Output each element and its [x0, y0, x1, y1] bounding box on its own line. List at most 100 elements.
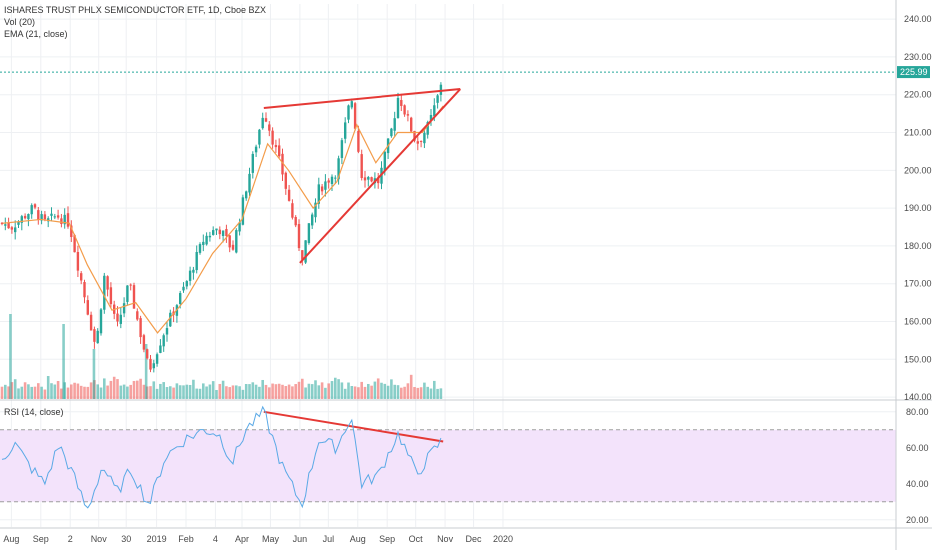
- candle-body: [129, 284, 132, 286]
- volume-bar: [89, 382, 93, 399]
- candle-body: [83, 282, 86, 298]
- volume-bar: [284, 386, 288, 399]
- volume-bar: [4, 384, 7, 399]
- candle-body: [93, 329, 96, 342]
- price-tick-label: 160.00: [904, 317, 932, 327]
- candle-body: [215, 228, 218, 231]
- volume-bar: [429, 388, 433, 399]
- volume-bar: [17, 388, 20, 399]
- candle-body: [14, 227, 17, 233]
- candle-body: [10, 227, 14, 230]
- volume-bar: [195, 388, 198, 399]
- rsi-legend[interactable]: RSI (14, close): [4, 407, 64, 417]
- candle-body: [142, 335, 146, 350]
- volume-bar: [353, 386, 357, 399]
- volume-bar: [221, 380, 225, 399]
- rsi-tick-label: 40.00: [906, 479, 929, 489]
- candle-body: [245, 191, 248, 199]
- candle-body: [251, 153, 254, 173]
- volume-bar: [310, 384, 314, 399]
- volume-bar: [30, 386, 33, 399]
- volume-bar: [291, 386, 294, 399]
- candle-body: [423, 132, 426, 144]
- volume-bar: [406, 383, 410, 399]
- candle-body: [307, 223, 311, 244]
- volume-bar: [383, 383, 387, 399]
- candle-body: [426, 122, 429, 135]
- volume-bar: [393, 384, 396, 399]
- volume-bar: [241, 389, 245, 399]
- volume-bar: [370, 385, 373, 399]
- price-tick-label: 240.00: [904, 14, 932, 24]
- candle-body: [419, 140, 423, 142]
- price-tick-label: 150.00: [904, 354, 932, 364]
- candle-body: [436, 95, 439, 103]
- ema-legend[interactable]: EMA (21, close): [4, 29, 68, 39]
- candle-body: [198, 244, 202, 253]
- price-tick-label: 140.00: [904, 392, 932, 402]
- candle-body: [314, 202, 317, 218]
- candle-body: [350, 101, 353, 108]
- candle-body: [208, 235, 212, 238]
- candle-body: [284, 172, 287, 189]
- candle-body: [317, 184, 320, 204]
- volume-bar: [7, 386, 10, 399]
- candle-body: [60, 218, 63, 224]
- candle-body: [4, 224, 7, 226]
- candle-body: [327, 180, 330, 183]
- volume-bar: [103, 378, 106, 399]
- volume-bar: [56, 380, 60, 399]
- candle-body: [0, 222, 4, 224]
- volume-legend[interactable]: Vol (20): [4, 17, 36, 27]
- candle-body: [357, 130, 360, 152]
- candle-body: [261, 117, 264, 129]
- price-tick-label: 220.00: [904, 90, 932, 100]
- volume-bar: [40, 386, 43, 399]
- volume-bar: [60, 388, 63, 399]
- candle-body: [103, 275, 106, 310]
- candle-body: [416, 141, 419, 144]
- candle-body: [40, 214, 43, 221]
- volume-bar: [119, 385, 123, 399]
- volume-bar: [76, 383, 80, 399]
- volume-bar: [297, 381, 301, 399]
- volume-bar: [136, 380, 139, 399]
- volume-bar: [337, 379, 340, 399]
- candle-body: [70, 225, 73, 238]
- candle-body: [63, 214, 66, 225]
- volume-bar: [419, 387, 423, 399]
- volume-bar: [20, 386, 24, 399]
- candle-body: [116, 313, 119, 322]
- volume-bar: [426, 386, 429, 399]
- volume-bar: [185, 384, 189, 399]
- candle-body: [347, 105, 350, 120]
- candle-body: [122, 303, 126, 314]
- volume-bar: [231, 385, 235, 399]
- time-tick-label: Oct: [409, 534, 424, 544]
- volume-bar: [162, 382, 165, 399]
- volume-bar: [386, 385, 390, 399]
- volume-bar: [23, 382, 27, 399]
- candle-body: [248, 173, 251, 193]
- volume-bar: [343, 388, 347, 399]
- candle-body: [231, 244, 235, 250]
- volume-bar: [261, 379, 264, 399]
- volume-bar: [347, 382, 350, 399]
- candle-body: [353, 103, 357, 129]
- volume-bar: [413, 387, 416, 399]
- candle-body: [50, 213, 53, 216]
- candle-body: [337, 158, 340, 180]
- candle-body: [390, 128, 393, 137]
- volume-bar: [327, 383, 330, 399]
- candle-body: [304, 240, 307, 263]
- last-price-marker: 225.99: [0, 66, 930, 79]
- candle-body: [56, 215, 60, 218]
- volume-bar: [116, 379, 119, 399]
- volume-bar: [390, 379, 393, 399]
- volume-bar: [126, 386, 129, 399]
- symbol-title[interactable]: ISHARES TRUST PHLX SEMICONDUCTOR ETF, 1D…: [4, 5, 267, 15]
- time-tick-label: May: [262, 534, 280, 544]
- volume-bar: [142, 384, 146, 399]
- candle-body: [66, 213, 70, 227]
